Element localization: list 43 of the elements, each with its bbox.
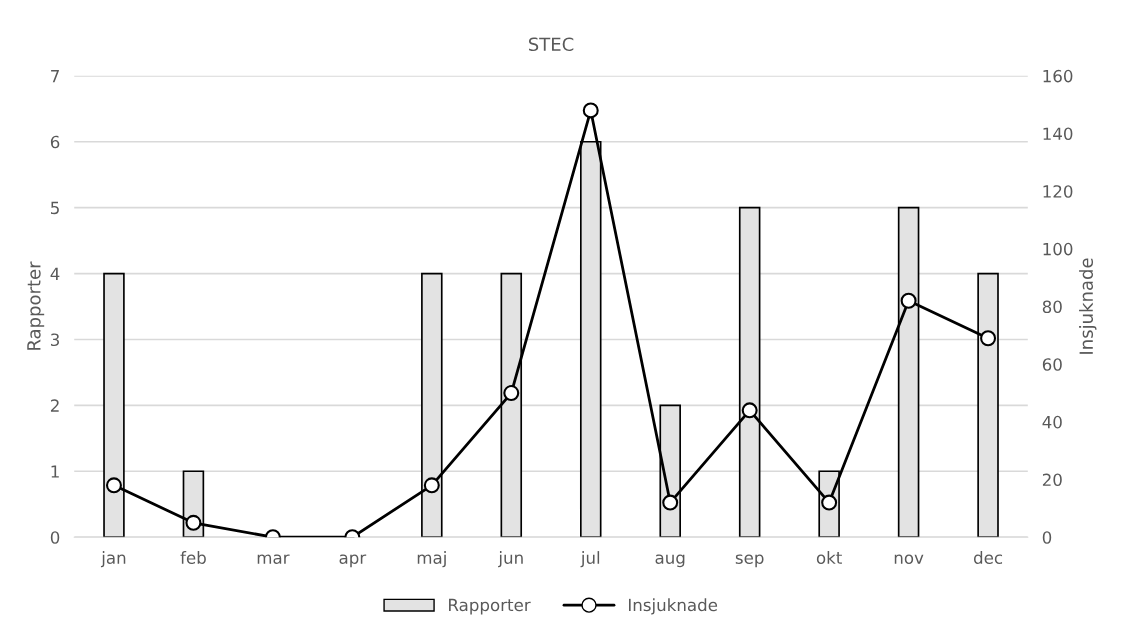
y2-tick-label: 60: [1042, 358, 1062, 371]
y2-tick-label: 0: [1042, 531, 1052, 544]
y2-tick-label: 120: [1043, 185, 1073, 198]
point: [105, 477, 122, 494]
point: [980, 330, 997, 347]
x-tick-label: feb: [180, 551, 206, 564]
y-tick-label: 4: [50, 267, 60, 280]
y-tick-label: 1: [51, 465, 59, 478]
point: [185, 514, 202, 531]
x-tick-label: maj: [417, 551, 446, 568]
y2-axis-title: Insjuknade: [1079, 258, 1097, 354]
y-tick-label: 3: [51, 333, 60, 347]
x-tick-label: jul: [580, 551, 600, 568]
y-tick-label: 0: [50, 531, 60, 544]
x-tick-label: jun: [498, 551, 523, 568]
y-tick-label: 7: [51, 70, 59, 83]
y-axis-title: Rapporter: [27, 261, 45, 350]
x-tick-label: apr: [339, 554, 367, 568]
point: [662, 494, 679, 511]
y-tick-label: 2: [50, 399, 59, 412]
y-tick-label: 6: [50, 135, 60, 149]
y2-tick-label: 100: [1043, 242, 1073, 256]
y2-tick-label: 80: [1042, 300, 1062, 314]
x-tick-label: jan: [100, 551, 126, 568]
y2-tick-label: 20: [1042, 473, 1062, 487]
x-tick-label: okt: [816, 551, 842, 564]
chart-title: STEC: [528, 37, 574, 52]
x-tick-label: aug: [655, 554, 685, 568]
point: [900, 292, 917, 309]
x-tick-label: mar: [257, 554, 290, 564]
point: [741, 402, 758, 419]
x-tick-label: dec: [973, 551, 1003, 564]
y2-tick-label: 40: [1042, 415, 1062, 429]
legend-label: Insjuknade: [628, 598, 718, 615]
point: [582, 102, 599, 119]
y2-tick-label: 140: [1043, 127, 1073, 141]
y-tick-label: 5: [51, 201, 59, 215]
x-tick-label: nov: [894, 554, 924, 564]
point: [503, 385, 520, 402]
y2-tick-label: 160: [1043, 69, 1073, 83]
x-tick-label: sep: [735, 554, 764, 568]
legend-label: Rapporter: [449, 598, 531, 615]
point: [423, 477, 440, 494]
